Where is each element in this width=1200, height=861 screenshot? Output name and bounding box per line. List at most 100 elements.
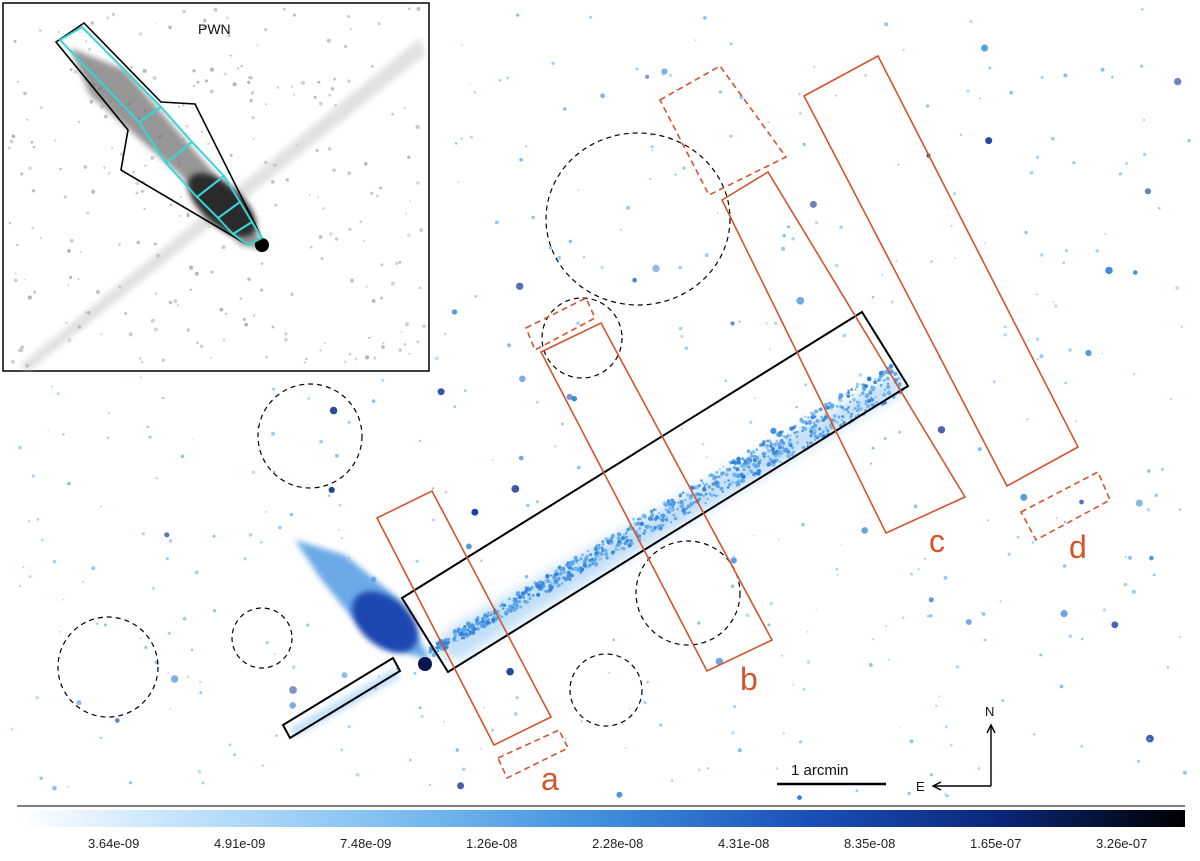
filament-point (537, 584, 543, 589)
bg-circle (541, 297, 623, 379)
background-source (954, 257, 956, 259)
background-source (91, 566, 96, 571)
background-source (926, 104, 930, 108)
inset-noise-point (69, 68, 73, 71)
background-source (272, 387, 276, 391)
filament-point (445, 638, 450, 643)
inset-noise-point (20, 172, 24, 176)
background-source (243, 557, 247, 561)
inset-noise-point (73, 69, 78, 74)
background-source (645, 74, 650, 79)
inset-noise-point (179, 196, 182, 198)
background-source (524, 574, 529, 579)
background-source (1144, 188, 1151, 195)
background-source (52, 559, 57, 564)
background-source (431, 487, 434, 490)
background-source (139, 637, 142, 640)
background-source (432, 518, 435, 522)
filament-point (854, 407, 857, 410)
inset-noise-point (382, 342, 385, 345)
background-source (842, 333, 847, 338)
region-d-bg-box (1019, 470, 1112, 542)
background-source (930, 773, 933, 777)
background-source (329, 406, 338, 415)
filament-point (755, 456, 760, 460)
background-source (1140, 8, 1144, 11)
filament-point (483, 612, 487, 617)
filament-point (561, 566, 566, 571)
filament-point (468, 632, 472, 636)
background-source (1081, 637, 1084, 641)
filament-point (771, 448, 775, 452)
inset-noise-point (196, 341, 199, 345)
filament-point (466, 628, 470, 632)
background-source (1128, 555, 1132, 560)
inset-noise-point (363, 162, 368, 166)
background-source (952, 192, 957, 196)
filament-point (755, 448, 759, 451)
background-source (1175, 286, 1179, 290)
filament-point (660, 518, 665, 523)
inset-noise-point (124, 312, 128, 315)
background-source (418, 439, 421, 442)
filament-point (860, 391, 865, 396)
background-source (1080, 744, 1084, 748)
filament-point (587, 563, 592, 568)
inset-noise-point (189, 288, 192, 291)
scale-bar: 1 arcmin (777, 762, 886, 786)
filament-point (452, 639, 455, 642)
background-source (502, 753, 505, 755)
background-source (835, 94, 838, 97)
inset-noise-point (249, 98, 253, 103)
inset-noise-point (192, 69, 196, 73)
background-source (873, 54, 876, 57)
inset-core (188, 173, 256, 237)
background-source (795, 406, 798, 409)
filament-point (836, 405, 839, 408)
background-source (1154, 493, 1159, 497)
filament-point (521, 595, 525, 599)
background-source (1104, 233, 1106, 235)
inset-noise-point (229, 54, 231, 56)
filament-point (646, 524, 650, 528)
background-source (518, 455, 524, 461)
inset-noise-point (14, 272, 17, 275)
inset-noise-point (202, 26, 206, 30)
inset-noise-point (329, 232, 333, 236)
filament-point (462, 627, 467, 632)
filament-point (531, 594, 535, 597)
background-source (944, 725, 948, 729)
background-source (697, 768, 701, 772)
background-source (212, 534, 216, 538)
filament-point (779, 433, 783, 437)
background-source (718, 90, 723, 94)
extraction-regions (375, 54, 1080, 747)
filament-point (778, 445, 782, 450)
background-source (164, 532, 170, 538)
region-label-d: d (1069, 529, 1087, 565)
inset-noise-point (239, 297, 242, 300)
inset-noise-point (143, 208, 146, 210)
inset-noise-point (65, 321, 68, 325)
background-source (319, 439, 323, 444)
inset-noise-point (407, 155, 411, 159)
filament-point (775, 449, 779, 453)
filament-point (813, 423, 818, 428)
background-source (561, 422, 564, 426)
background-source (899, 726, 902, 728)
filament-point (679, 499, 684, 505)
filament-point (664, 518, 669, 522)
filament-point (873, 380, 877, 385)
background-source (729, 134, 733, 138)
filament-point (692, 501, 696, 504)
background-source (1003, 333, 1007, 337)
background-source (1148, 738, 1151, 741)
background-source (868, 663, 873, 667)
filament-point (757, 460, 761, 465)
filament-point (870, 396, 873, 400)
background-source (870, 462, 873, 465)
region-d-box (802, 54, 1080, 488)
inset-noise-point (317, 80, 321, 84)
filament-point (502, 607, 505, 610)
background-source (787, 225, 791, 229)
